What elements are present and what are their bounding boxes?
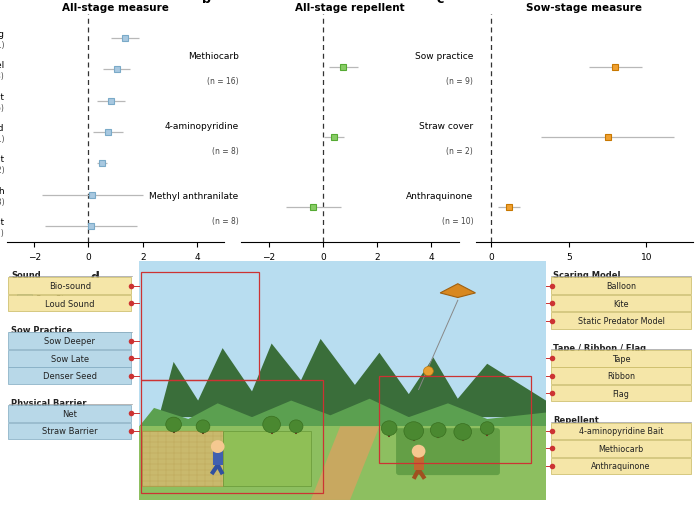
Circle shape (454, 424, 472, 440)
FancyBboxPatch shape (17, 294, 32, 305)
FancyBboxPatch shape (8, 406, 132, 422)
Text: Tape / Ribbon / Flag: Tape / Ribbon / Flag (553, 343, 646, 352)
Text: Balloon: Balloon (606, 281, 636, 290)
Circle shape (404, 422, 424, 440)
Circle shape (412, 445, 426, 458)
Circle shape (430, 423, 446, 437)
FancyBboxPatch shape (551, 350, 691, 367)
FancyBboxPatch shape (551, 385, 691, 401)
Polygon shape (440, 284, 475, 298)
FancyBboxPatch shape (551, 295, 691, 312)
Text: d: d (90, 270, 99, 283)
Circle shape (196, 420, 210, 433)
FancyBboxPatch shape (8, 350, 132, 367)
Text: Scaring Model: Scaring Model (553, 270, 620, 279)
FancyBboxPatch shape (8, 368, 132, 384)
Circle shape (166, 417, 181, 432)
Text: c: c (437, 0, 444, 6)
Text: Methiocarb: Methiocarb (598, 444, 643, 453)
FancyBboxPatch shape (396, 428, 500, 475)
FancyBboxPatch shape (139, 427, 546, 500)
Text: Repellent: Repellent (553, 416, 598, 424)
FancyBboxPatch shape (551, 313, 691, 329)
Polygon shape (311, 427, 379, 500)
Text: Sow Stage: Sow Stage (36, 295, 80, 304)
Title: All-stage repellent: All-stage repellent (295, 3, 405, 13)
Circle shape (424, 367, 433, 376)
Text: Sow Practice: Sow Practice (11, 325, 72, 334)
Text: Physical Barrier: Physical Barrier (11, 398, 86, 407)
Polygon shape (223, 431, 311, 486)
FancyBboxPatch shape (213, 448, 223, 465)
Polygon shape (139, 339, 546, 417)
Circle shape (289, 420, 303, 433)
Text: Loud Sound: Loud Sound (45, 299, 94, 308)
FancyBboxPatch shape (8, 295, 132, 312)
Title: All-stage measure: All-stage measure (62, 3, 169, 13)
Text: Bio-sound: Bio-sound (49, 281, 91, 290)
Text: Sound: Sound (11, 270, 41, 279)
X-axis label: Effect size (Hedges' g): Effect size (Hedges' g) (533, 264, 636, 273)
Text: Net: Net (62, 409, 77, 418)
FancyBboxPatch shape (139, 261, 546, 500)
Circle shape (211, 440, 225, 453)
FancyBboxPatch shape (8, 423, 132, 439)
Text: Flag: Flag (612, 389, 629, 398)
Text: Tape: Tape (612, 354, 630, 363)
Text: Sow Deeper: Sow Deeper (44, 337, 95, 345)
FancyBboxPatch shape (551, 368, 691, 384)
Text: Sow Late: Sow Late (50, 354, 89, 363)
FancyBboxPatch shape (8, 333, 132, 349)
Polygon shape (139, 399, 546, 431)
Text: 4-aminopyridine Bait: 4-aminopyridine Bait (579, 427, 663, 436)
FancyBboxPatch shape (7, 261, 693, 500)
Text: b: b (202, 0, 211, 6)
Text: Ribbon: Ribbon (607, 372, 635, 380)
Text: Kite: Kite (613, 299, 629, 308)
Title: Sow-stage measure: Sow-stage measure (526, 3, 643, 13)
Polygon shape (142, 431, 223, 486)
FancyBboxPatch shape (551, 423, 691, 439)
FancyBboxPatch shape (8, 278, 132, 294)
X-axis label: Effect size (Hedges' g): Effect size (Hedges' g) (299, 264, 401, 273)
Circle shape (480, 422, 494, 435)
FancyBboxPatch shape (551, 278, 691, 294)
FancyBboxPatch shape (551, 458, 691, 474)
Text: Anthraquinone: Anthraquinone (592, 462, 651, 471)
Circle shape (382, 421, 397, 436)
FancyBboxPatch shape (17, 280, 32, 290)
FancyBboxPatch shape (414, 453, 424, 470)
X-axis label: Effect size (Hedges' g): Effect size (Hedges' g) (64, 264, 167, 273)
Circle shape (262, 417, 281, 433)
Text: All Stage: All Stage (36, 281, 74, 290)
Text: Static Predator Model: Static Predator Model (578, 317, 664, 325)
FancyBboxPatch shape (551, 440, 691, 457)
Text: Denser Seed: Denser Seed (43, 372, 97, 380)
Text: Straw Barrier: Straw Barrier (42, 427, 97, 436)
